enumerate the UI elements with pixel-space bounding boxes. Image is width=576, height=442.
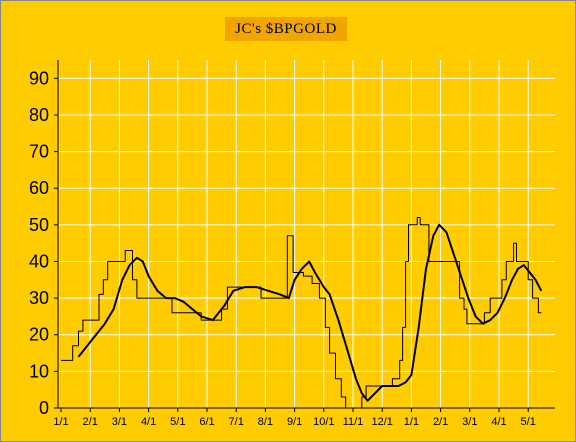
x-tick-label: 2/1: [83, 416, 98, 428]
x-tick-label: 8/1: [258, 416, 273, 428]
x-tick-label: 1/1: [53, 416, 68, 428]
y-tick-label: 30: [29, 288, 49, 308]
chart-title: JC's $BPGOLD: [225, 17, 347, 41]
x-tick-label: 12/1: [371, 416, 392, 428]
series-line-smooth: [77, 223, 543, 402]
x-tick-label: 11/1: [343, 416, 364, 428]
x-tick-label: 3/1: [112, 416, 127, 428]
x-tick-label: 4/1: [141, 416, 156, 428]
x-ticks: 1/1 2/1 3/1 4/1 5/1 6/1 7/1 8/1 9/1 10/1 11/1 12/1 1…: [53, 408, 536, 428]
y-ticks: 0 10 20 30 40 50 60 70 80 90: [29, 68, 58, 418]
y-tick-label: 40: [29, 251, 49, 271]
x-tick-label: 1/1: [404, 416, 419, 428]
x-tick-label: 4/1: [491, 416, 506, 428]
x-tick-label: 3/1: [462, 416, 477, 428]
axes: [57, 60, 555, 409]
x-tick-label: 9/1: [287, 416, 302, 428]
x-tick-label: 5/1: [521, 416, 536, 428]
series-line-step: [61, 217, 542, 409]
y-tick-label: 90: [29, 68, 49, 88]
x-tick-label: 10/1: [313, 416, 334, 428]
y-tick-label: 20: [29, 325, 49, 345]
x-tick-label: 6/1: [199, 416, 214, 428]
x-tick-label: 7/1: [229, 416, 244, 428]
y-tick-label: 50: [29, 215, 49, 235]
y-tick-label: 60: [29, 178, 49, 198]
y-tick-label: 80: [29, 105, 49, 125]
plot-area: [58, 60, 555, 408]
y-tick-label: 10: [29, 361, 49, 381]
x-tick-label: 2/1: [433, 416, 448, 428]
y-tick-label: 0: [39, 398, 49, 418]
series: [61, 217, 543, 409]
y-tick-label: 70: [29, 142, 49, 162]
x-tick-label: 5/1: [170, 416, 185, 428]
